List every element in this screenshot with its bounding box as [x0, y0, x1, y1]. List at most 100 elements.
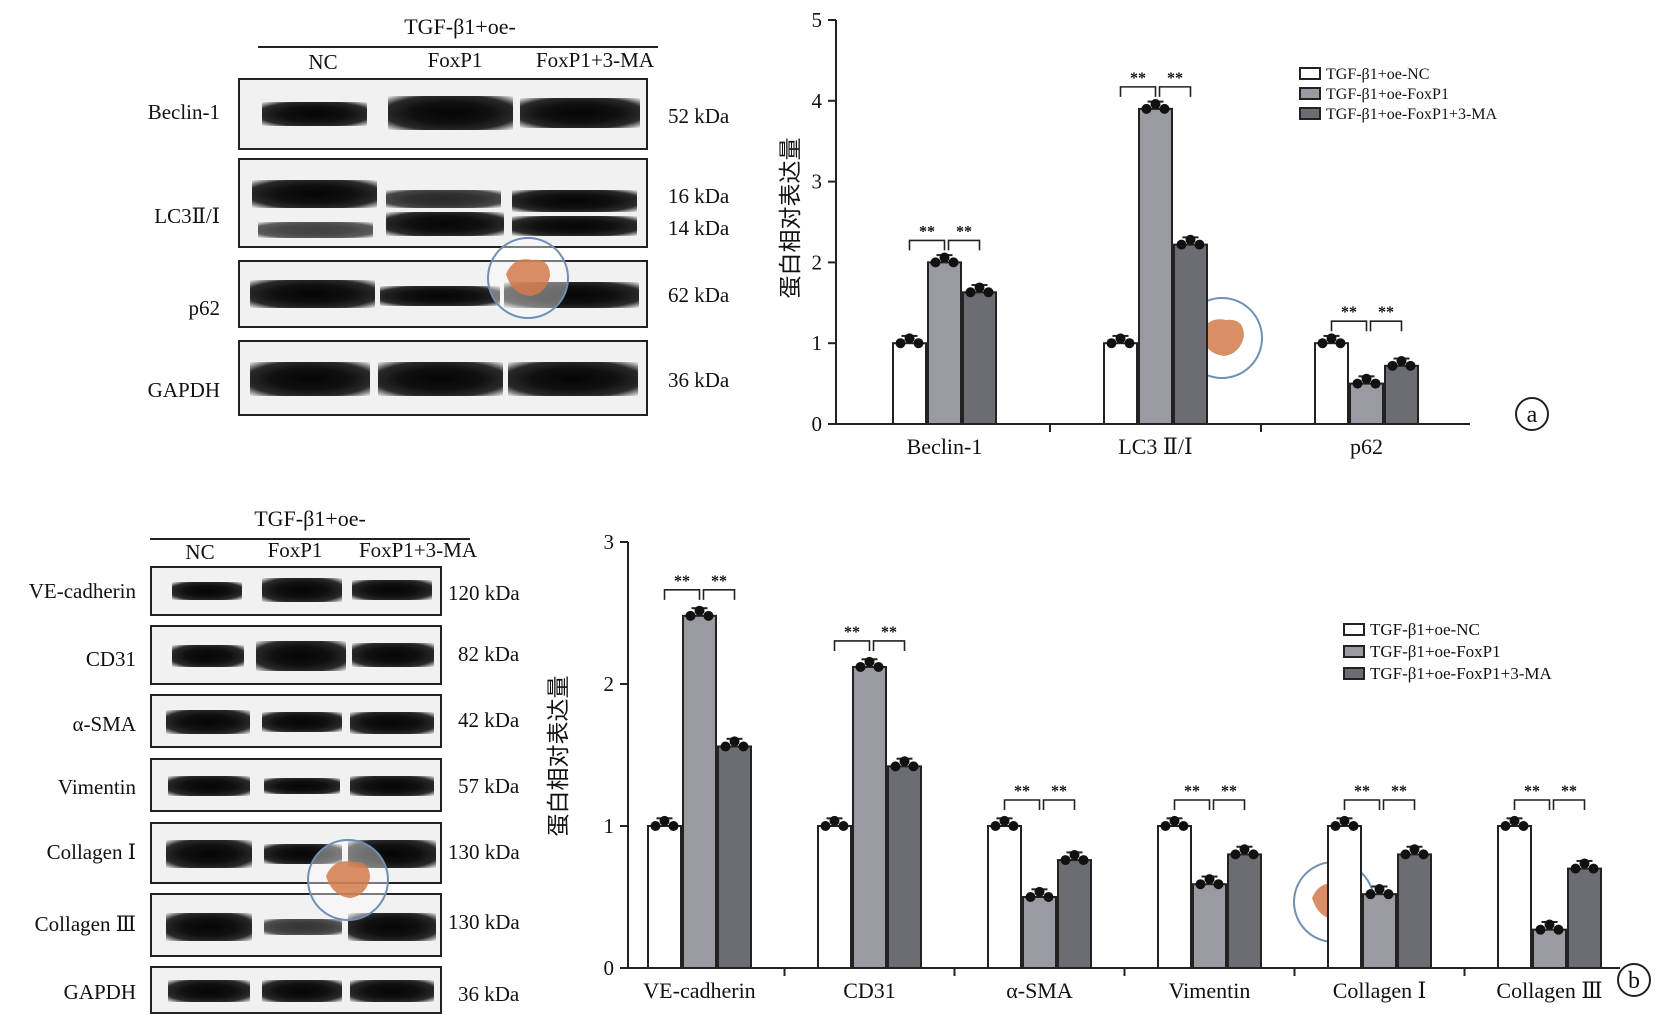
blot-band — [252, 180, 377, 208]
blot-b-strip — [150, 566, 442, 616]
data-point — [908, 761, 919, 772]
data-point — [1169, 815, 1180, 826]
legend-swatch — [1299, 67, 1321, 80]
blot-band — [388, 96, 513, 130]
blot-band — [512, 190, 637, 212]
data-point — [990, 821, 1001, 831]
significance-mark: ** — [1051, 783, 1067, 800]
data-point — [650, 821, 661, 831]
significance-bracket — [1513, 799, 1551, 810]
data-point — [1361, 373, 1372, 384]
significance-mark: ** — [919, 223, 935, 240]
bar — [1227, 853, 1262, 970]
blot-band — [350, 776, 434, 796]
data-point — [1124, 338, 1135, 349]
y-tick-label: 2 — [604, 672, 615, 696]
significance-bracket — [1173, 799, 1211, 810]
data-point — [1150, 99, 1161, 110]
data-point — [1008, 821, 1019, 831]
significance-bracket — [1552, 799, 1586, 810]
blot-b-strip — [150, 758, 442, 812]
legend-label: TGF-β1+oe-FoxP1+3-MA — [1370, 664, 1552, 683]
y-tick-label: 0 — [604, 956, 615, 980]
data-point — [729, 736, 740, 747]
data-point — [1317, 338, 1328, 349]
significance-bracket — [1343, 799, 1381, 810]
blot-a-kda: 52 kDa — [668, 104, 730, 128]
significance-mark: ** — [881, 624, 897, 641]
bar — [1497, 825, 1532, 969]
significance-bracket — [833, 640, 871, 651]
blot-b-kda: 57 kDa — [458, 774, 520, 798]
blot-b-strip — [150, 822, 442, 884]
legend-swatch — [1343, 623, 1365, 636]
bar — [1362, 893, 1397, 969]
significance-mark: ** — [1391, 783, 1407, 800]
data-point — [939, 252, 950, 263]
blot-band — [166, 840, 252, 868]
y-tick-label: 1 — [812, 331, 823, 355]
panel-label: b — [1628, 968, 1640, 994]
y-tick-label: 3 — [812, 170, 823, 194]
data-point — [1230, 849, 1241, 860]
blot-band — [386, 212, 504, 236]
data-point — [838, 821, 849, 831]
blot-band — [380, 286, 500, 306]
blot-b-kda: 130 kDa — [448, 910, 520, 934]
blot-b-row-label: VE-cadherin — [28, 579, 136, 603]
data-point — [1160, 821, 1171, 831]
y-tick-label: 1 — [604, 814, 615, 838]
data-point — [1509, 815, 1520, 826]
data-point — [1176, 239, 1187, 250]
blot-band — [168, 776, 250, 796]
data-point — [1348, 821, 1359, 831]
legend-swatch — [1343, 667, 1365, 680]
blot-a-strip-beclin — [238, 78, 648, 150]
data-point — [1248, 849, 1259, 860]
significance-bracket — [1158, 86, 1192, 97]
blot-band — [520, 98, 640, 128]
data-point — [1500, 821, 1511, 831]
blot-band — [386, 190, 501, 208]
data-point — [1195, 879, 1206, 890]
blot-band — [352, 643, 434, 667]
legend-label: TGF-β1+oe-NC — [1370, 620, 1480, 639]
bar — [1192, 883, 1227, 969]
blot-b-strip — [150, 893, 442, 957]
significance-mark: ** — [1167, 70, 1183, 87]
data-point — [703, 610, 714, 621]
blot-a-kda: 16 kDa — [668, 184, 730, 208]
blot-b-row-label: Collagen Ⅰ — [46, 840, 136, 864]
blot-a-strip-lc3 — [238, 158, 648, 248]
legend-label: TGF-β1+oe-FoxP1+3-MA — [1326, 106, 1498, 123]
y-axis-label: 蛋白相对表达量 — [546, 676, 571, 837]
legend-swatch — [1343, 645, 1365, 658]
blot-a-kda: 36 kDa — [668, 368, 730, 392]
data-point — [1330, 821, 1341, 831]
panel-label-circle — [1617, 963, 1651, 997]
data-point — [890, 761, 901, 772]
significance-bracket — [1003, 799, 1041, 810]
blot-a-strip-gapdh — [238, 340, 648, 416]
data-point — [1544, 919, 1555, 930]
blot-band — [352, 580, 432, 600]
blot-b-row-label: α-SMA — [72, 712, 136, 736]
data-point — [1579, 858, 1590, 869]
data-point — [1409, 844, 1420, 855]
bar — [1384, 364, 1419, 426]
data-point — [855, 661, 866, 672]
x-tick-label: Collagen Ⅲ — [1496, 978, 1602, 1003]
significance-mark: ** — [1221, 783, 1237, 800]
data-point — [1370, 378, 1381, 389]
data-point — [1069, 849, 1080, 860]
data-point — [948, 257, 959, 268]
y-tick-label: 0 — [812, 412, 823, 436]
data-point — [720, 741, 731, 752]
data-point — [895, 338, 906, 349]
data-point — [694, 605, 705, 616]
data-point — [1588, 863, 1599, 874]
data-point — [965, 287, 976, 298]
data-point — [1326, 333, 1337, 344]
data-point — [1374, 884, 1385, 895]
